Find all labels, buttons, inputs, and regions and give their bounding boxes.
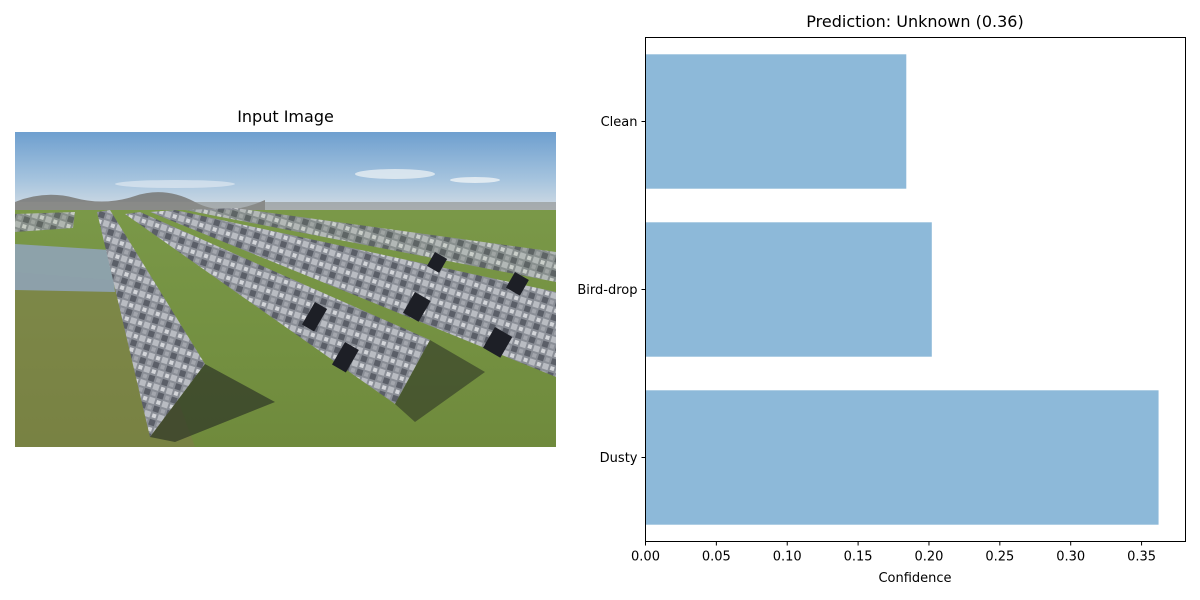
x-tick-label: 0.10 xyxy=(773,550,802,565)
x-tick-label: 0.20 xyxy=(914,550,943,565)
bar-clean xyxy=(645,54,907,189)
input-image xyxy=(15,132,556,447)
x-axis-label: Confidence xyxy=(878,571,951,586)
x-tick-label: 0.15 xyxy=(844,550,873,565)
y-tick-label: Dusty xyxy=(600,451,638,466)
x-tick-label: 0.35 xyxy=(1127,550,1156,565)
image-panel-title: Input Image xyxy=(237,107,334,126)
bar-dusty xyxy=(645,390,1159,525)
x-tick-label: 0.30 xyxy=(1056,550,1085,565)
x-tick-label: 0.25 xyxy=(985,550,1014,565)
bar-bird-drop xyxy=(645,222,932,357)
y-tick-label: Bird-drop xyxy=(577,283,637,298)
x-tick-label: 0.00 xyxy=(631,550,660,565)
ticks-layer: Clean Bird-drop Dusty 0.00 0.05 0.10 0.15 0.20 0… xyxy=(577,115,1156,565)
bars-layer xyxy=(645,54,1159,525)
chart-title: Prediction: Unknown (0.36) xyxy=(806,12,1024,31)
x-tick-label: 0.05 xyxy=(702,550,731,565)
y-tick-label: Clean xyxy=(601,115,638,130)
